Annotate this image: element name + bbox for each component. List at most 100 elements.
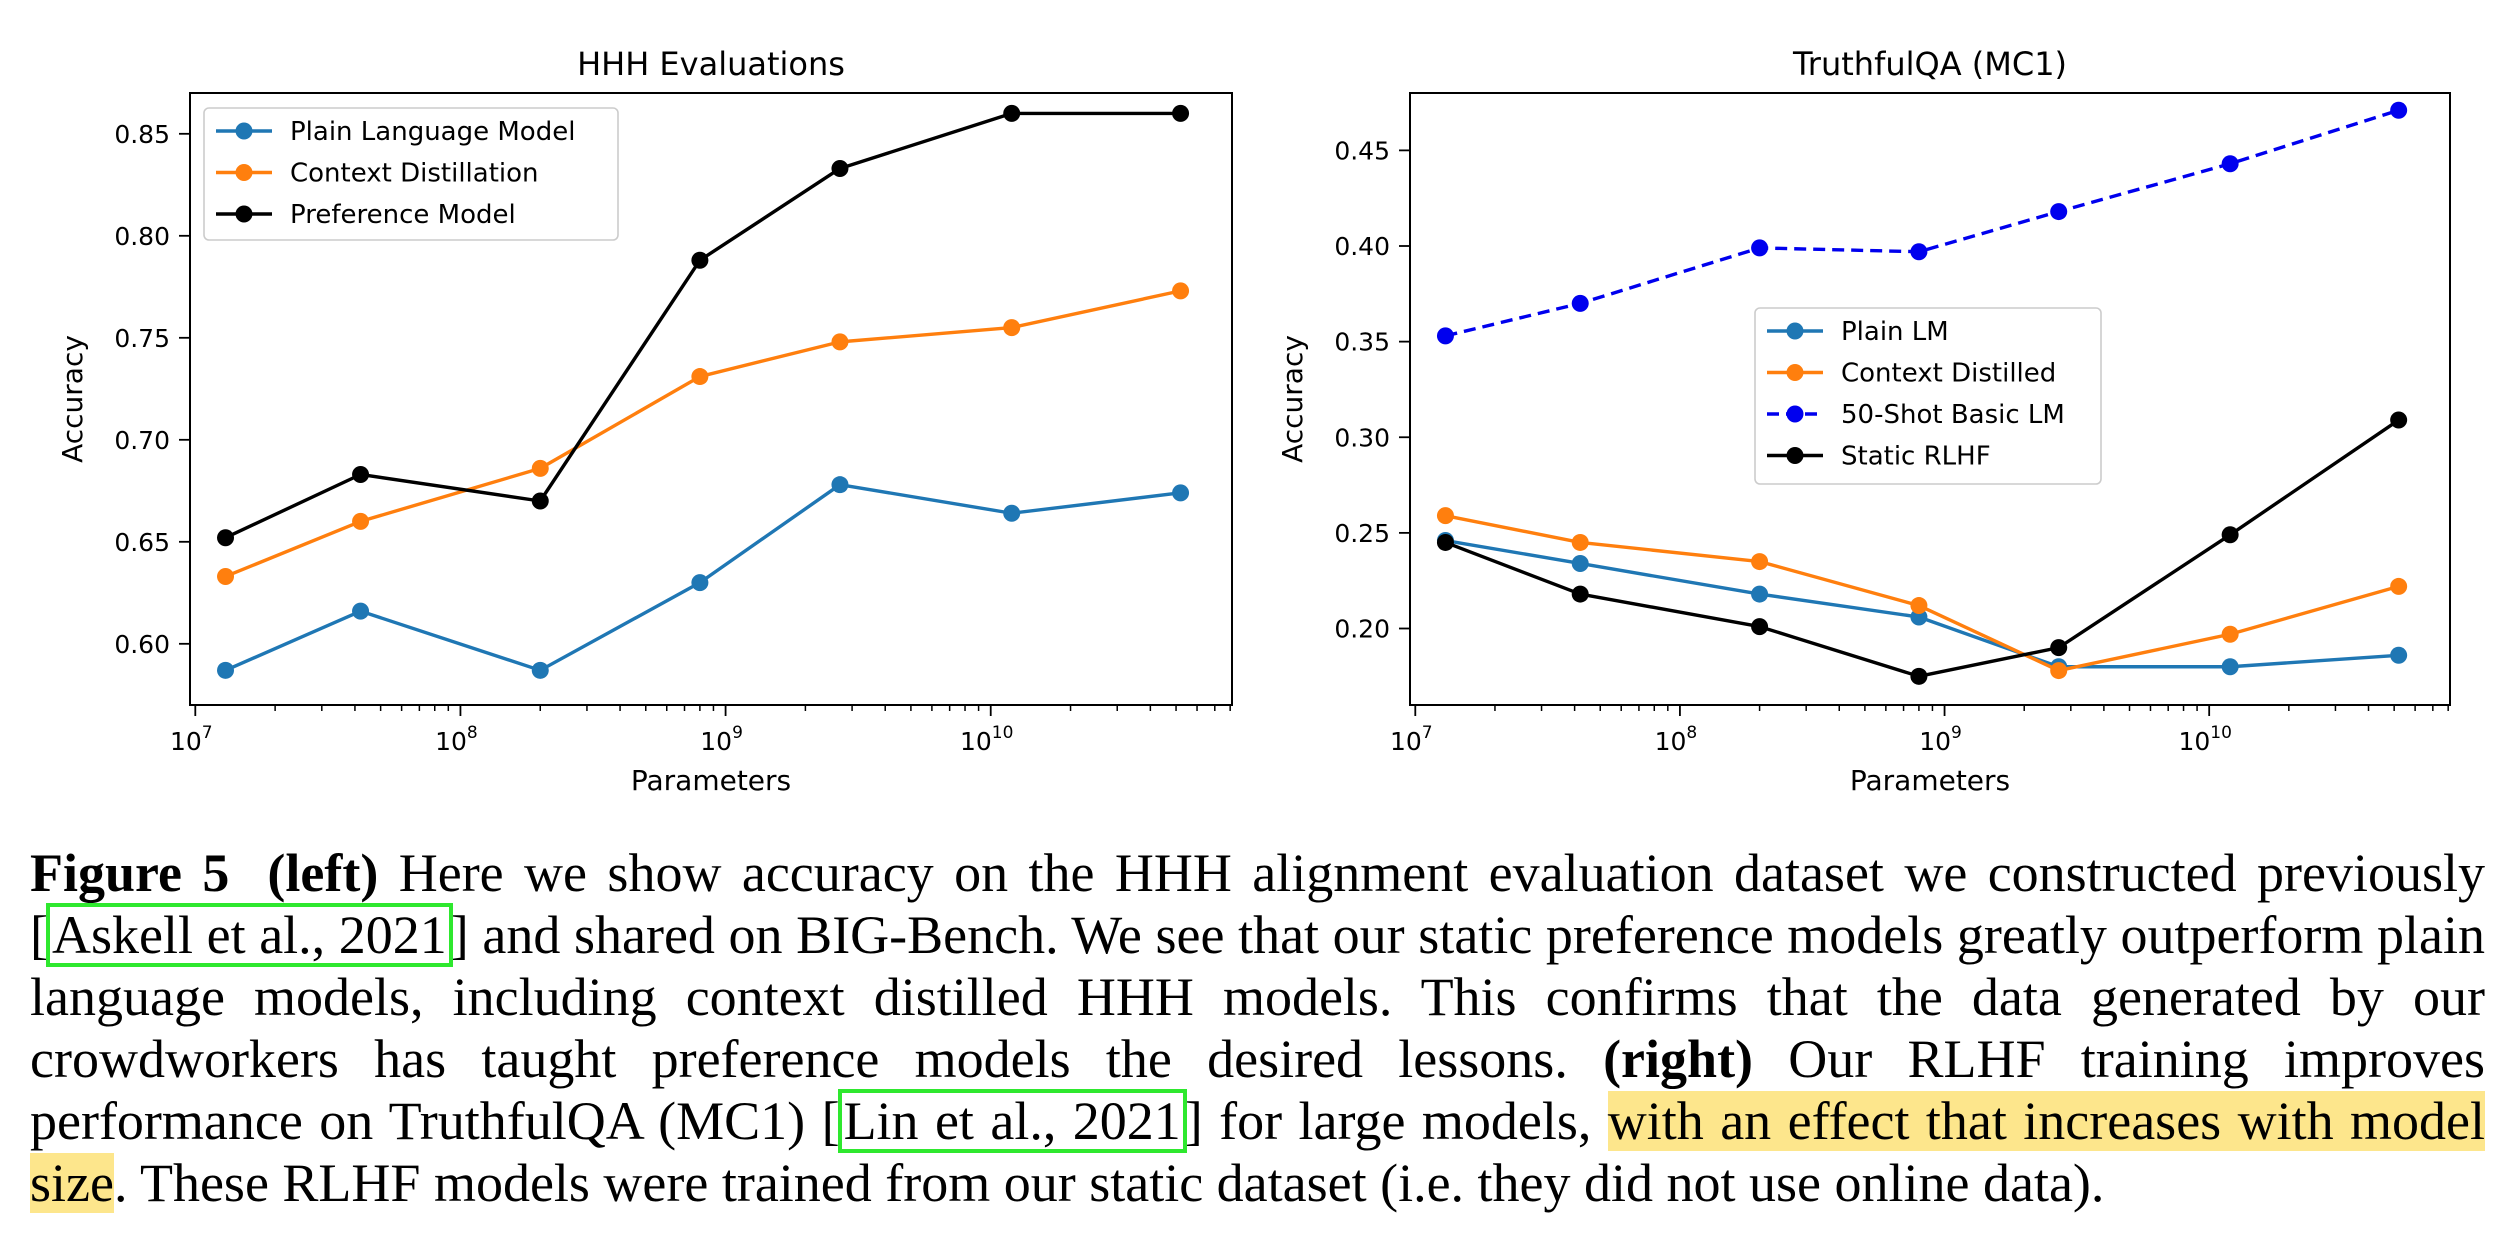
legend-marker-plain-lm [1786,322,1804,340]
data-point-plain-lm [1571,554,1589,572]
caption-text-3: Our RLHF training improves performance o… [30,1029,2485,1151]
x-tick-label: 1010 [2178,723,2231,756]
legend-marker-static-rlhf [1786,447,1804,464]
x-axis-label: Parameters [631,764,791,797]
figure-label: Figure 5 [30,843,230,903]
y-axis-label: Accuracy [1276,335,1309,463]
data-point-context-distillation [1172,282,1190,300]
x-tick-label: 108 [435,723,478,756]
legend-marker-plain-language-model [235,122,253,140]
data-point-plain-language-model [1172,484,1190,502]
data-point-50-shot-basic-lm [1571,294,1589,312]
legend-marker-context-distilled [1786,364,1804,381]
data-point-plain-language-model [352,602,370,620]
y-tick-label: 0.70 [114,426,170,455]
data-point-context-distilled [1751,553,1769,571]
x-axis-label: Parameters [1850,764,2010,797]
y-tick-label: 0.30 [1334,423,1390,452]
figure-caption: Figure 5 (left) Here we show accuracy on … [30,842,2485,1214]
legend-label-50-shot-basic-lm: 50-Shot Basic LM [1841,400,2065,430]
y-tick-label: 0.35 [1334,328,1390,357]
data-point-plain-lm [2221,658,2239,676]
series-line-context-distillation [224,289,1181,579]
data-point-plain-lm [1751,585,1769,603]
data-point-context-distillation [1003,319,1021,337]
legend-marker-context-distillation [235,164,253,181]
y-tick-label: 0.60 [114,630,170,659]
caption-text-5: . These RLHF models were trained from ou… [113,1153,2105,1213]
data-point-static-rlhf [1910,667,1928,685]
data-point-context-distillation [691,368,709,386]
data-point-50-shot-basic-lm [2221,155,2239,173]
data-point-preference-model [1003,104,1021,122]
data-point-50-shot-basic-lm [2050,203,2068,221]
data-point-preference-model [831,159,849,177]
y-tick-label: 0.65 [114,528,170,557]
x-tick-label: 108 [1655,723,1698,756]
data-point-50-shot-basic-lm [2390,101,2408,119]
data-point-context-distillation [531,459,549,477]
x-tick-label: 107 [170,723,213,756]
data-point-context-distilled [2221,625,2239,643]
data-point-static-rlhf [1436,533,1454,551]
legend: Plain LM Context Distilled 50-Shot Basic L… [1754,307,2102,485]
data-point-preference-model [217,529,235,547]
legend-label-context-distilled: Context Distilled [1841,359,2056,389]
plot-frame [1409,92,2451,706]
data-point-preference-model [691,251,709,269]
data-point-context-distilled [2390,577,2408,595]
data-point-static-rlhf [1571,585,1589,603]
data-point-context-distillation [217,567,235,585]
data-point-plain-language-model [691,574,709,592]
legend-label-static-rlhf: Static RLHF [1841,442,1991,472]
data-point-context-distillation [352,512,370,530]
chart-truthfulqa-mc1: TruthfulQA (MC1) Parameters Accuracy 107 108… [1276,45,2451,797]
data-point-50-shot-basic-lm [1910,243,1928,261]
data-point-static-rlhf [2390,411,2408,429]
data-point-plain-language-model [831,476,849,494]
y-tick-label: 0.40 [1334,232,1390,261]
left-tag: (left) [267,843,379,903]
legend-frame [203,107,619,241]
y-tick-label: 0.85 [114,120,170,149]
caption-text-4: ] for large models, [1184,1091,1608,1151]
data-point-context-distilled [1910,597,1928,615]
x-tick-label: 109 [700,723,743,756]
plot-frame [189,92,1233,706]
y-tick-label: 0.45 [1334,136,1390,165]
caption-text-1: Here we show accuracy on the HHH alignme… [30,843,2485,965]
data-point-context-distillation [831,333,849,351]
legend-label-preference-model: Preference Model [290,200,516,230]
y-tick-label: 0.80 [114,222,170,251]
chart-hhh-evaluations: HHH Evaluations Parameters Accuracy 107 108 1… [56,45,1233,797]
data-point-plain-lm [2390,646,2408,664]
citation-lin-2021[interactable]: Lin et al., 2021 [837,1089,1187,1153]
data-point-static-rlhf [2221,526,2239,544]
citation-askell-2021[interactable]: Askell et al., 2021 [45,903,453,967]
y-tick-label: 0.20 [1334,615,1390,644]
caption-text-2: ] and shared on BIG-Bench. We see that o… [30,905,2485,1089]
chart-title: TruthfulQA (MC1) [1792,45,2067,83]
chart-title: HHH Evaluations [577,45,845,83]
data-point-preference-model [352,465,370,483]
y-tick-label: 0.75 [114,324,170,353]
data-point-static-rlhf [1751,618,1769,636]
data-point-50-shot-basic-lm [1436,327,1454,345]
data-point-preference-model [531,492,549,510]
data-point-context-distilled [1436,507,1454,525]
legend: Plain Language Model Context Distillation… [203,107,619,241]
data-point-static-rlhf [2050,639,2068,657]
data-point-50-shot-basic-lm [1751,239,1769,257]
data-point-context-distilled [1571,533,1589,551]
legend-label-plain-lm: Plain LM [1841,317,1949,347]
legend-marker-50-shot-basic-lm [1786,405,1804,423]
x-tick-label: 109 [1919,723,1962,756]
x-tick-label: 1010 [960,723,1013,756]
legend-frame [1754,307,2102,485]
legend-label-plain-language-model: Plain Language Model [290,117,575,147]
y-axis-label: Accuracy [56,335,89,463]
data-point-plain-language-model [1003,504,1021,522]
y-tick-label: 0.25 [1334,519,1390,548]
legend-marker-preference-model [235,205,253,223]
data-point-plain-language-model [217,661,235,679]
